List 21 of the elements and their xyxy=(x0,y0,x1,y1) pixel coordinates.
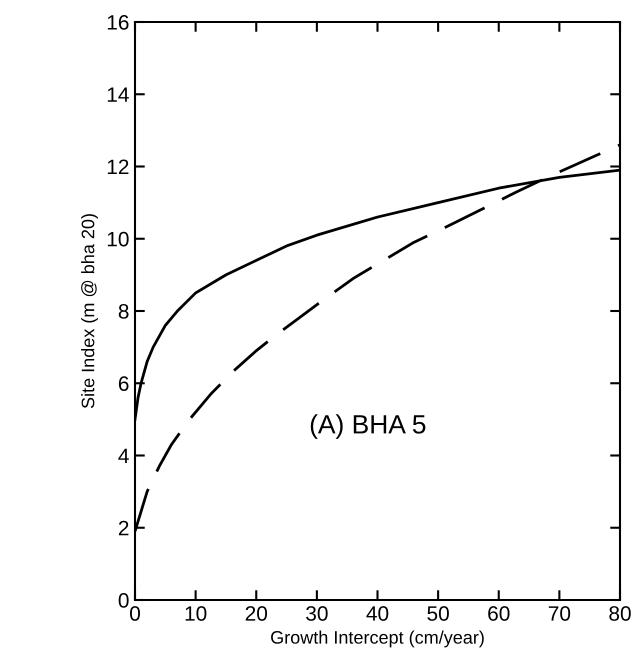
x-tick-label: 60 xyxy=(488,606,510,621)
x-tick-label: 80 xyxy=(609,606,631,621)
y-tick-label: 0 xyxy=(118,593,129,608)
x-tick-label: 20 xyxy=(246,606,268,621)
annotation: (A) BHA 5 xyxy=(310,414,426,439)
x-tick-label: 30 xyxy=(306,606,328,621)
y-tick-label: 16 xyxy=(108,15,129,30)
x-tick-label: 10 xyxy=(186,606,206,621)
y-tick-label: 10 xyxy=(108,232,129,247)
y-tick-label: 14 xyxy=(108,87,129,102)
x-tick-label: 50 xyxy=(427,606,449,621)
x-tick-label: 0 xyxy=(130,606,140,621)
y-axis-title: Site Index (m @ bha 20) xyxy=(81,214,98,408)
x-axis-title: Growth Intercept (cm/year) xyxy=(271,630,484,648)
x-tick-label: 40 xyxy=(366,606,388,621)
y-tick-label: 12 xyxy=(108,160,128,174)
x-tick-label: 70 xyxy=(548,606,570,621)
y-tick-label: 2 xyxy=(118,520,128,536)
y-tick-label: 6 xyxy=(118,376,129,392)
y-tick-label: 4 xyxy=(118,448,129,464)
y-tick-label: 8 xyxy=(118,304,129,319)
